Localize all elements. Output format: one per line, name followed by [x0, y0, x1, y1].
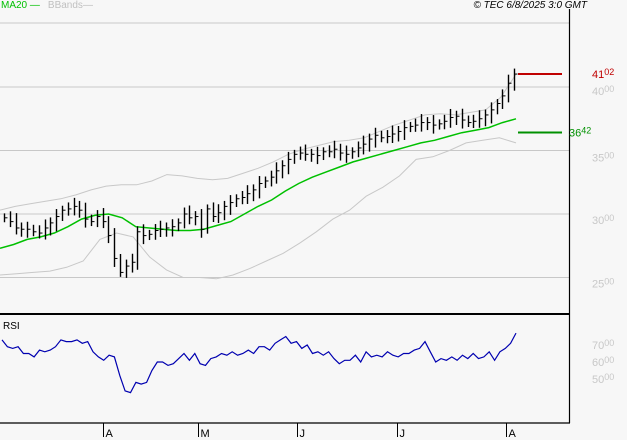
ma20-path — [0, 118, 517, 250]
legend-ma20-label: MA20 — [1, 0, 28, 11]
rsi-panel-title: RSI — [3, 321, 20, 332]
month-label: A — [509, 428, 517, 440]
price-label-30: 3000 — [592, 213, 614, 227]
price-label-40: 4000 — [592, 84, 614, 98]
rsi-label-60: 6000 — [592, 355, 614, 369]
rsi-label-50: 5000 — [592, 372, 614, 386]
rsi-path — [1, 332, 517, 394]
legend-bbands-label: BBands — [47, 0, 83, 11]
bband-upper — [0, 74, 517, 211]
chart-legend: MA20 — BBands— — [1, 0, 93, 12]
legend-ma20: MA20 — — [1, 0, 40, 11]
month-label: J — [400, 428, 406, 440]
month-label: M — [201, 428, 210, 440]
price-label-35: 3500 — [592, 151, 614, 165]
price-label-25: 2500 — [592, 277, 614, 291]
price-label-41: 4102 — [592, 67, 614, 81]
support-resistance-levels — [518, 73, 562, 134]
legend-bbands: BBands— — [47, 0, 93, 11]
price-label-36: 3642 — [569, 125, 591, 139]
price-bars — [3, 68, 518, 278]
rsi-line — [1, 332, 517, 394]
copyright-timestamp: © TEC 6/8/2025 3:0 GMT — [473, 0, 587, 11]
chart-frame — [0, 9, 571, 424]
month-label: J — [300, 428, 306, 440]
ma20-line — [0, 118, 517, 250]
rsi-label-70: 7000 — [592, 338, 614, 352]
month-label: A — [106, 428, 114, 440]
rsi-axis-labels: 7000 6000 5000 — [592, 338, 614, 386]
bollinger-bands — [0, 74, 517, 280]
bband-lower — [0, 137, 517, 280]
price-grid — [0, 22, 569, 278]
